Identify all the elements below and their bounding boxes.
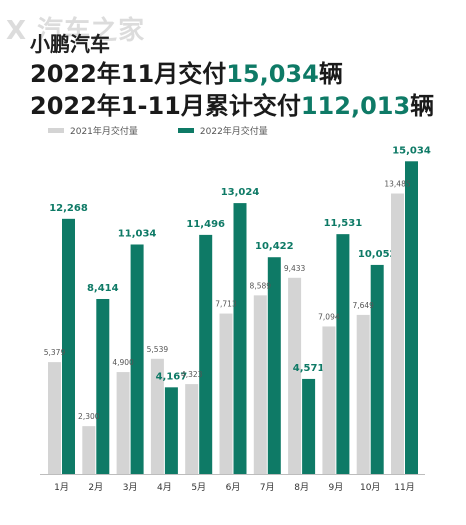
label-2022-9: 11,531 — [324, 218, 363, 229]
legend-item-2022: 2022年月交付量 — [177, 124, 268, 137]
label-2022-5: 11,496 — [186, 219, 225, 230]
x-tick-2: 2月 — [88, 482, 103, 493]
bar-2022-8 — [302, 378, 316, 474]
brand-name: 小鹏汽车 — [30, 32, 110, 56]
headline-monthly: 2022年11月交付15,034辆 — [30, 54, 343, 89]
watermark-logo: X 汽车之家 — [6, 16, 146, 46]
label-2021-6: 7,713 — [215, 300, 237, 309]
bar-2021-2 — [82, 426, 96, 474]
headline-monthly-suffix: 辆 — [318, 60, 343, 88]
x-tick-1: 1月 — [54, 482, 69, 493]
bar-2021-8 — [288, 277, 302, 474]
label-2022-6: 13,024 — [221, 187, 260, 198]
bar-2021-7 — [253, 295, 267, 474]
label-2022-10: 10,052 — [358, 249, 397, 260]
bar-2022-2 — [96, 298, 110, 474]
label-2021-5: 4,323 — [181, 370, 203, 379]
headline-cumulative-suffix: 辆 — [410, 92, 435, 120]
bar-2022-11 — [405, 161, 418, 475]
x-tick-6: 6月 — [226, 482, 241, 493]
headline-cumulative-value: 112,013 — [300, 92, 411, 120]
label-2021-1: 5,379 — [44, 348, 66, 357]
bar-2022-3 — [130, 244, 144, 474]
bar-2021-5 — [185, 384, 199, 474]
label-2022-2: 8,414 — [87, 283, 119, 294]
legend-swatch-2022 — [177, 128, 194, 133]
label-2021-2: 2,300 — [78, 412, 100, 421]
headline-cumulative-prefix: 2022年1-11月累计交付 — [30, 92, 301, 120]
label-2022-1: 12,268 — [49, 203, 88, 214]
x-tick-9: 9月 — [329, 482, 344, 493]
headline-cumulative: 2022年1-11月累计交付112,013辆 — [30, 86, 434, 121]
bar-2022-6 — [233, 203, 247, 474]
label-2021-4: 5,539 — [147, 345, 169, 354]
label-2022-4: 4,167 — [156, 371, 188, 382]
bar-2021-9 — [322, 326, 336, 474]
bar-2021-3 — [116, 372, 130, 474]
x-tick-11: 11月 — [394, 482, 414, 493]
label-2021-9: 7,094 — [318, 312, 340, 321]
label-2022-11: 15,034 — [392, 145, 431, 156]
headline-monthly-value: 15,034 — [226, 60, 319, 88]
bar-2022-9 — [336, 234, 350, 474]
label-2022-3: 11,034 — [118, 228, 157, 239]
legend-label-2022: 2022年月交付量 — [199, 127, 268, 137]
bar-2021-1 — [48, 362, 61, 474]
label-2021-11: 13,485 — [384, 180, 410, 189]
bar-2022-4 — [164, 387, 178, 474]
label-2021-8: 9,433 — [284, 264, 306, 273]
bar-2021-6 — [219, 313, 233, 474]
legend-item-2021: 2021年月交付量 — [48, 124, 138, 137]
label-2022-7: 10,422 — [255, 241, 294, 252]
headline-monthly-prefix: 2022年11月交付 — [30, 60, 227, 88]
legend-swatch-2021 — [48, 128, 64, 133]
bar-2022-5 — [199, 234, 213, 474]
x-tick-8: 8月 — [294, 482, 309, 493]
label-2021-3: 4,900 — [112, 358, 134, 367]
x-tick-10: 10月 — [360, 482, 380, 493]
chart-legend: 2021年月交付量 2022年月交付量 — [48, 124, 308, 137]
x-tick-3: 3月 — [123, 482, 138, 493]
x-tick-4: 4月 — [157, 482, 172, 493]
legend-label-2021: 2021年月交付量 — [70, 127, 138, 137]
x-tick-7: 7月 — [260, 482, 275, 493]
bar-2021-4 — [150, 358, 164, 474]
label-2021-7: 8,589 — [250, 281, 272, 290]
label-2022-8: 4,571 — [293, 363, 325, 374]
bar-2022-7 — [267, 257, 281, 474]
bar-2022-10 — [370, 264, 384, 474]
bar-2021-11 — [391, 193, 404, 474]
bar-2021-10 — [356, 314, 370, 474]
bar-2022-1 — [62, 218, 75, 474]
x-tick-5: 5月 — [191, 482, 206, 493]
label-2021-10: 7,649 — [352, 301, 374, 310]
